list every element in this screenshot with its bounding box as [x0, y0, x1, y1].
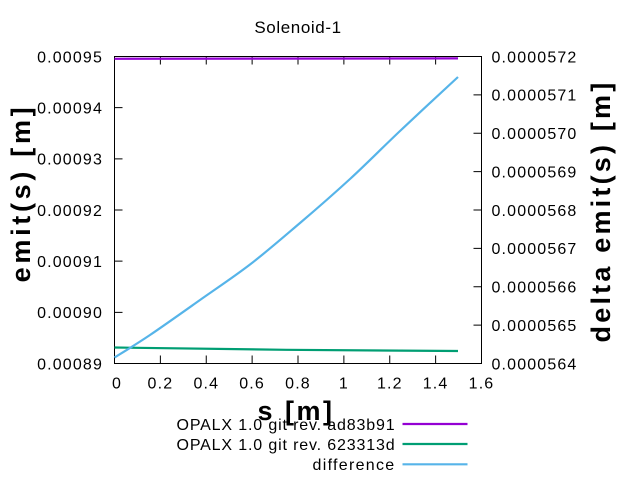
svg-text:1.2: 1.2: [377, 376, 403, 393]
svg-text:0.00093: 0.00093: [37, 152, 103, 169]
svg-text:s [m]: s [m]: [257, 396, 334, 426]
svg-text:0.0000569: 0.0000569: [492, 164, 578, 181]
svg-text:1.4: 1.4: [423, 376, 449, 393]
svg-text:difference: difference: [313, 457, 396, 474]
svg-text:0.0000567: 0.0000567: [492, 241, 578, 258]
svg-text:0.0000565: 0.0000565: [492, 318, 578, 335]
svg-text:0.4: 0.4: [193, 376, 219, 393]
svg-text:0.0000564: 0.0000564: [492, 356, 578, 373]
svg-text:0.00092: 0.00092: [37, 203, 103, 220]
svg-text:OPALX 1.0 git rev. ad83b91: OPALX 1.0 git rev. ad83b91: [177, 417, 396, 434]
svg-text:0: 0: [112, 376, 122, 393]
svg-text:0.0000568: 0.0000568: [492, 203, 578, 220]
svg-text:0.00095: 0.00095: [37, 49, 103, 66]
svg-text:0.00089: 0.00089: [37, 356, 103, 373]
svg-text:1.6: 1.6: [469, 376, 495, 393]
svg-text:0.00090: 0.00090: [37, 305, 103, 322]
svg-text:Solenoid-1: Solenoid-1: [254, 18, 341, 37]
svg-text:delta emit(s) [m]: delta emit(s) [m]: [586, 80, 616, 343]
svg-text:emit(s) [m]: emit(s) [m]: [6, 104, 36, 283]
svg-text:0.8: 0.8: [285, 376, 311, 393]
svg-text:0.6: 0.6: [239, 376, 265, 393]
svg-text:0.0000571: 0.0000571: [492, 88, 578, 105]
svg-text:0.00091: 0.00091: [37, 254, 103, 271]
svg-text:0.0000572: 0.0000572: [492, 49, 578, 66]
svg-text:0.0000566: 0.0000566: [492, 280, 578, 297]
svg-text:1: 1: [339, 376, 349, 393]
svg-text:OPALX 1.0 git rev. 623313d: OPALX 1.0 git rev. 623313d: [177, 437, 396, 454]
svg-text:0.2: 0.2: [148, 376, 174, 393]
svg-text:0.0000570: 0.0000570: [492, 126, 578, 143]
svg-text:0.00094: 0.00094: [37, 101, 103, 118]
